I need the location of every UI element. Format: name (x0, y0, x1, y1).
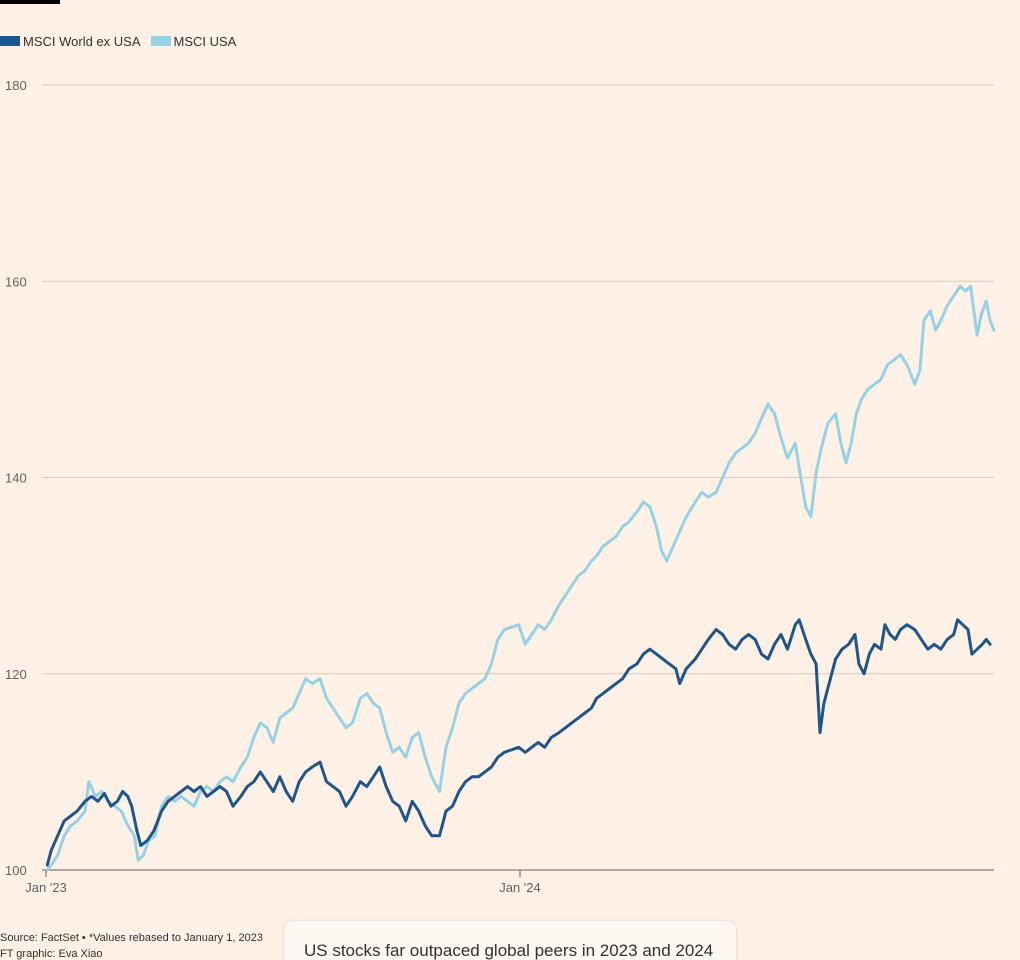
y-tick-label: 140 (5, 471, 27, 486)
legend-label-usa: MSCI USA (173, 33, 237, 49)
credit-text: FT graphic: Eva Xiao (0, 948, 103, 960)
legend-item-world-ex-usa: MSCI World ex USA (0, 34, 141, 49)
legend-swatch-world-ex-usa (0, 36, 20, 46)
line-chart: 100 120 140 160 180 Jan '23 Jan '24 (5, 78, 996, 895)
legend-item-usa: MSCI USA (150, 33, 237, 49)
grid: 100 120 140 160 180 (5, 78, 994, 878)
y-tick-label: 120 (5, 667, 27, 682)
source-note: Source: FactSet • *Values rebased to Jan… (0, 930, 263, 960)
series-line-world-ex-usa (45, 618, 992, 867)
x-tick-label: Jan '24 (499, 880, 541, 895)
series-line-usa (45, 284, 996, 872)
series-lines (45, 284, 996, 872)
x-tick-label: Jan '23 (25, 880, 67, 895)
caption-box: US stocks far outpaced global peers in 2… (284, 921, 736, 960)
legend-swatch-usa (150, 36, 171, 46)
caption-text: US stocks far outpaced global peers in 2… (304, 941, 714, 960)
y-tick-label: 160 (5, 274, 27, 289)
x-axis: Jan '23 Jan '24 (25, 870, 541, 895)
chart-legend: MSCI World ex USA MSCI USA (0, 33, 246, 49)
y-tick-label: 180 (5, 78, 27, 93)
ft-top-bar (0, 0, 60, 4)
source-text: Source: FactSet • *Values rebased to Jan… (0, 932, 263, 944)
legend-label-world-ex-usa: MSCI World ex USA (23, 33, 141, 49)
y-tick-label: 100 (5, 863, 27, 878)
